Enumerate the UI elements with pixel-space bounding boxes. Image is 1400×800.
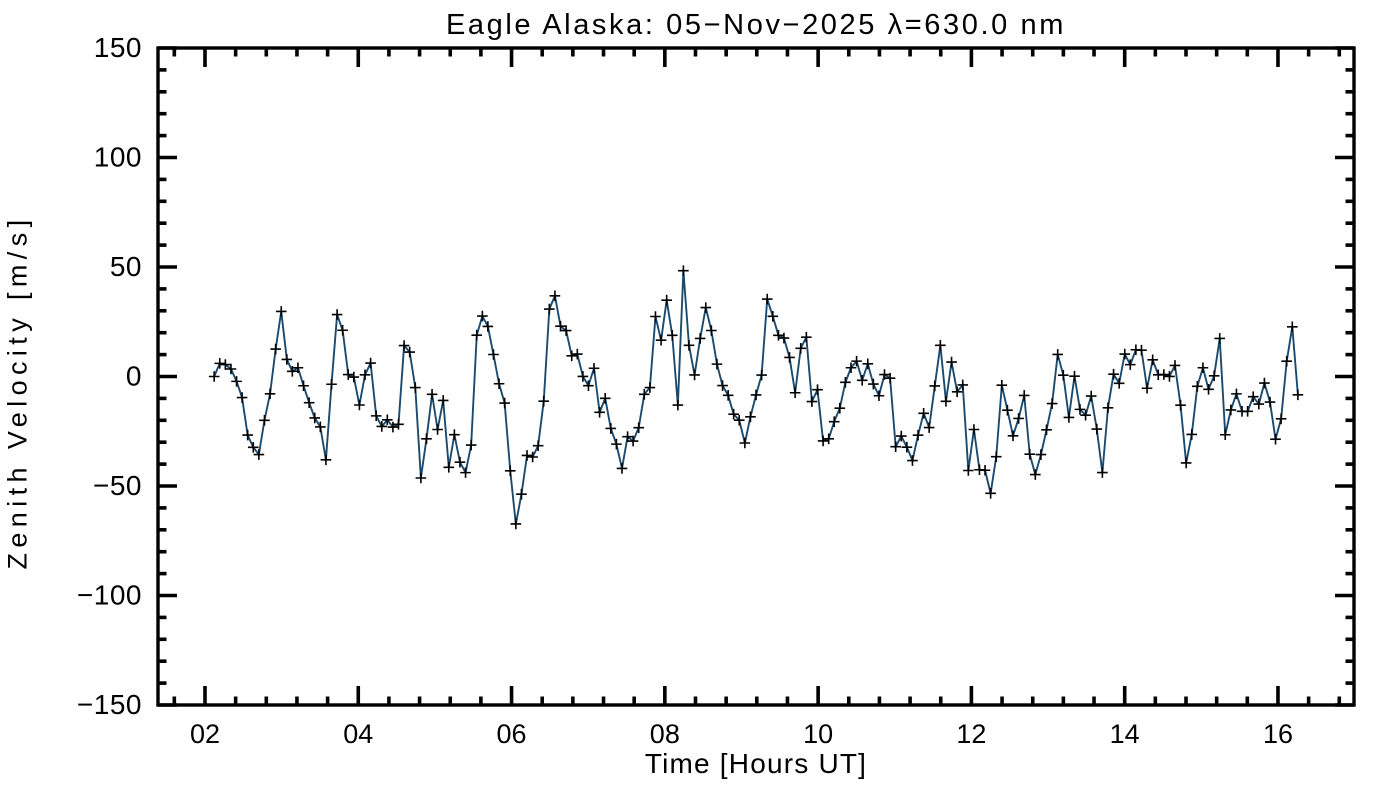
svg-text:08: 08: [650, 719, 680, 749]
svg-text:16: 16: [1263, 719, 1293, 749]
svg-text:50: 50: [110, 251, 142, 282]
svg-text:02: 02: [190, 719, 220, 749]
svg-text:150: 150: [94, 32, 142, 63]
svg-text:14: 14: [1110, 719, 1140, 749]
svg-text:06: 06: [497, 719, 527, 749]
svg-text:12: 12: [956, 719, 986, 749]
svg-text:04: 04: [343, 719, 373, 749]
svg-text:0: 0: [126, 361, 142, 392]
svg-text:10: 10: [803, 719, 833, 749]
svg-text:−50: −50: [93, 470, 142, 501]
svg-text:−100: −100: [77, 580, 142, 611]
svg-text:−150: −150: [77, 689, 142, 720]
svg-text:100: 100: [94, 142, 142, 173]
